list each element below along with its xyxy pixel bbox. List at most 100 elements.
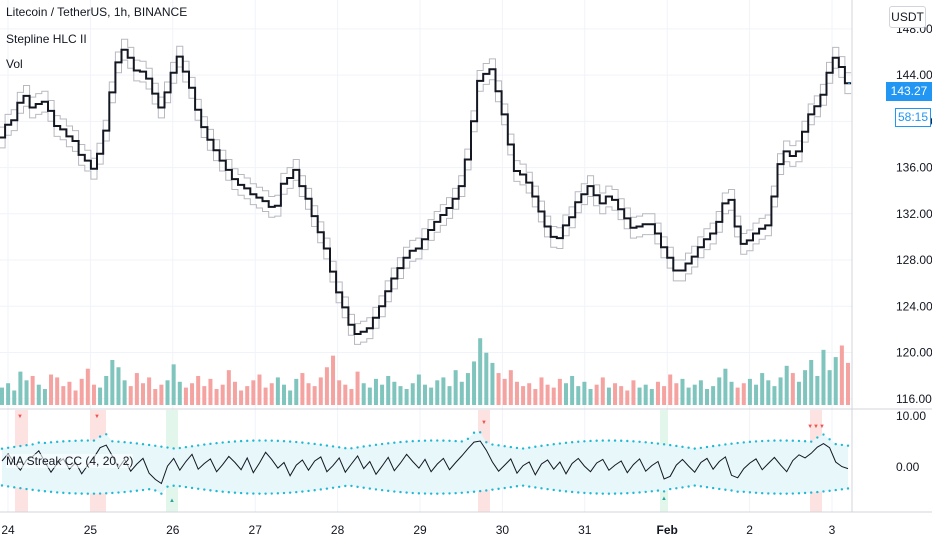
- volume-bar: [674, 383, 679, 405]
- volume-bar: [226, 370, 231, 405]
- oscillator-band-dot: [589, 492, 592, 495]
- price-tick-label: 132.00: [896, 207, 932, 221]
- oscillator-band-dot: [626, 439, 629, 443]
- volume-bar: [134, 373, 139, 405]
- volume-bar: [128, 386, 133, 405]
- oscillator-band-dot: [307, 489, 310, 493]
- oscillator-band-dot: [19, 444, 22, 448]
- volume-bar: [214, 389, 219, 405]
- oscillator-band-dot: [767, 439, 770, 442]
- currency-button[interactable]: USDT: [889, 6, 926, 28]
- oscillator-band-dot: [797, 439, 801, 443]
- volume-bar: [239, 390, 244, 405]
- oscillator-band-dot: [748, 491, 752, 494]
- oscillator-band-dot: [135, 489, 139, 492]
- oscillator-band-dot: [264, 439, 267, 442]
- oscillator-band-dot: [6, 485, 10, 488]
- oscillator-band-dot: [540, 487, 543, 490]
- volume-bar: [294, 378, 299, 405]
- oscillator-band-dot: [350, 484, 353, 488]
- oscillator-band-dot: [221, 490, 224, 493]
- oscillator-band-dot: [497, 444, 500, 447]
- volume-bar: [337, 380, 342, 405]
- volume-bar: [459, 381, 464, 405]
- oscillator-band-dot: [135, 442, 139, 445]
- oscillator-band-dot: [0, 447, 4, 450]
- oscillator-band-dot: [509, 445, 513, 449]
- volume-bar: [582, 381, 587, 405]
- oscillator-band-dot: [246, 492, 249, 495]
- legend-volume[interactable]: Vol: [6, 57, 23, 71]
- oscillator-band-dot: [803, 440, 807, 443]
- oscillator-band-dot: [111, 440, 114, 443]
- oscillator-band-dot: [607, 439, 611, 442]
- oscillator-band-dot: [405, 440, 408, 443]
- time-tick-label: 28: [331, 523, 345, 537]
- volume-bar: [245, 386, 250, 405]
- oscillator-band-dot: [767, 492, 770, 495]
- oscillator-band-dot: [405, 491, 408, 494]
- oscillator-band-dot: [417, 439, 421, 443]
- oscillator-band-dot: [834, 442, 837, 446]
- oscillator-label[interactable]: MA Streak CC (4, 20, 2): [6, 454, 134, 468]
- oscillator-band-dot: [74, 492, 77, 495]
- oscillator-band-dot: [810, 440, 813, 443]
- oscillator-band-dot: [442, 439, 445, 442]
- oscillator-band-dot: [828, 438, 831, 441]
- oscillator-band-dot: [86, 439, 90, 442]
- volume-bar: [18, 371, 23, 405]
- oscillator-band-dot: [528, 485, 531, 488]
- oscillator-band-dot: [37, 441, 40, 444]
- oscillator-band-dot: [816, 436, 819, 439]
- oscillator-band-dot: [160, 445, 163, 448]
- oscillator-band-dot: [534, 445, 537, 448]
- volume-bar: [570, 375, 575, 405]
- volume-bar: [275, 377, 280, 405]
- volume-bar: [839, 345, 844, 405]
- volume-bar: [778, 377, 783, 405]
- oscillator-band-dot: [448, 492, 451, 495]
- oscillator-band-dot: [13, 445, 16, 449]
- oscillator-band-dot: [319, 488, 322, 491]
- oscillator-band-dot: [429, 492, 433, 495]
- volume-bar: [116, 367, 121, 405]
- volume-bar: [508, 370, 513, 405]
- oscillator-band-dot: [472, 431, 476, 434]
- volume-bar: [42, 389, 47, 405]
- oscillator-band-dot: [356, 485, 359, 489]
- time-tick-label: Feb: [657, 523, 678, 537]
- volume-bar: [141, 383, 145, 405]
- oscillator-band-dot: [393, 441, 396, 444]
- volume-bar: [717, 377, 722, 405]
- oscillator-band-dot: [718, 487, 721, 491]
- volume-bar: [729, 381, 734, 405]
- oscillator-band-dot: [368, 444, 372, 447]
- oscillator-band-dot: [31, 488, 34, 492]
- volume-bar: [386, 375, 391, 405]
- volume-bar: [6, 383, 11, 405]
- oscillator-band-dot: [258, 492, 261, 495]
- oscillator-band-dot: [705, 445, 709, 449]
- oscillator-band-dot: [49, 490, 53, 494]
- volume-bar: [208, 378, 213, 405]
- price-tick-label: 136.00: [896, 161, 932, 175]
- volume-bar: [496, 373, 501, 405]
- oscillator-band-dot: [380, 442, 384, 446]
- oscillator-band-dot: [313, 489, 316, 492]
- oscillator-band-dot: [154, 489, 157, 492]
- volume-bar: [539, 377, 544, 405]
- oscillator-band-dot: [754, 440, 758, 443]
- time-tick-label: 25: [84, 523, 98, 537]
- legend-stepline[interactable]: Stepline HLC II: [6, 32, 87, 46]
- volume-bar: [324, 367, 329, 405]
- volume-bar: [705, 389, 709, 405]
- volume-bar: [643, 384, 648, 405]
- oscillator-band-dot: [423, 492, 427, 495]
- volume-bar: [288, 390, 293, 405]
- oscillator-band-dot: [558, 489, 562, 492]
- volume-bar: [110, 360, 115, 405]
- volume-bar: [435, 380, 440, 405]
- oscillator-band-dot: [705, 486, 709, 489]
- oscillator-band-dot: [472, 490, 476, 493]
